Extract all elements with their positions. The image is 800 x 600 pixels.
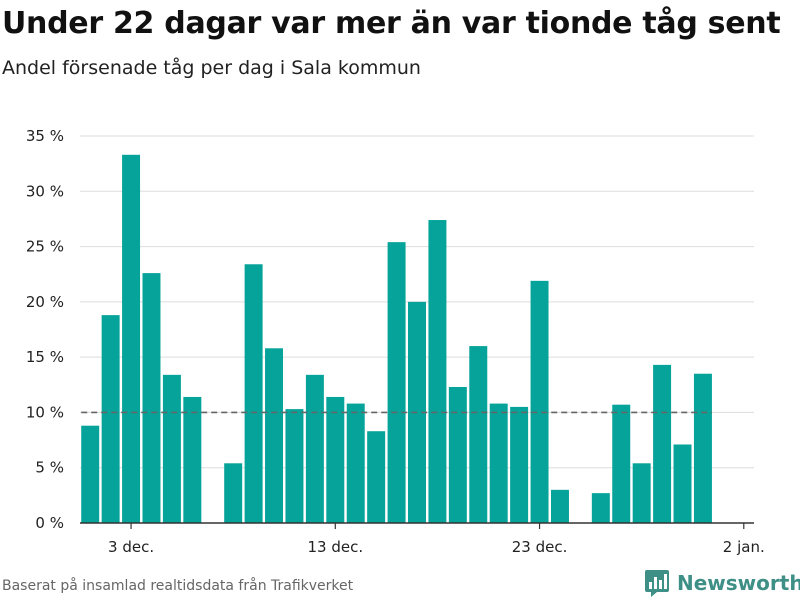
- y-tick-label: 25 %: [26, 238, 64, 256]
- y-tick-label: 35 %: [26, 127, 64, 145]
- bar: [367, 431, 386, 523]
- chart-title: Under 22 dagar var mer än var tionde tåg…: [2, 6, 781, 41]
- bar: [428, 220, 447, 523]
- bar: [591, 493, 610, 523]
- bar: [244, 264, 263, 523]
- bar: [612, 404, 631, 523]
- newsworthy-logo-icon: [645, 570, 669, 597]
- bar: [673, 444, 692, 523]
- bar: [653, 364, 672, 523]
- y-tick-label: 10 %: [26, 403, 64, 421]
- x-axis: [80, 522, 754, 529]
- bar: [285, 409, 304, 523]
- bar: [510, 406, 529, 523]
- bar: [305, 374, 324, 523]
- x-tick-label: 3 dec.: [108, 538, 154, 556]
- bar-chart: 0 % 5 % 10 % 15 % 20 % 25 % 30 % 35 % 3 dec. 13 …: [26, 127, 765, 556]
- y-tick-label: 0 %: [35, 514, 64, 532]
- bar: [101, 315, 120, 523]
- bar: [550, 489, 569, 523]
- bar: [81, 425, 100, 523]
- bar: [224, 463, 243, 523]
- y-tick-label: 5 %: [35, 459, 64, 477]
- y-tick-label: 20 %: [26, 293, 64, 311]
- bar: [122, 154, 141, 523]
- bar: [346, 403, 365, 523]
- bar: [489, 403, 508, 523]
- bar: [530, 280, 549, 523]
- bar: [162, 374, 181, 523]
- x-axis-labels: 3 dec. 13 dec. 23 dec. 2 jan.: [108, 538, 765, 556]
- y-tick-label: 15 %: [26, 348, 64, 366]
- newsworthy-logo[interactable]: Newsworthy: [644, 568, 800, 598]
- y-axis-labels: 0 % 5 % 10 % 15 % 20 % 25 % 30 % 35 %: [26, 127, 64, 532]
- bar: [693, 373, 712, 523]
- bar: [265, 348, 284, 523]
- x-tick-label: 23 dec.: [512, 538, 568, 556]
- brand-name: Newsworthy: [677, 571, 800, 595]
- x-tick-label: 2 jan.: [723, 538, 765, 556]
- source-note: Baserat på insamlad realtidsdata från Tr…: [2, 578, 354, 594]
- chart-subtitle: Andel försenade tåg per dag i Sala kommu…: [2, 57, 421, 79]
- bar: [632, 463, 651, 523]
- bar: [142, 273, 161, 523]
- bar: [326, 396, 345, 523]
- bars: [81, 154, 712, 524]
- bar: [469, 346, 488, 523]
- bar: [183, 396, 202, 523]
- bar: [448, 386, 467, 523]
- y-tick-label: 30 %: [26, 182, 64, 200]
- bar: [387, 242, 406, 524]
- x-tick-label: 13 dec.: [307, 538, 363, 556]
